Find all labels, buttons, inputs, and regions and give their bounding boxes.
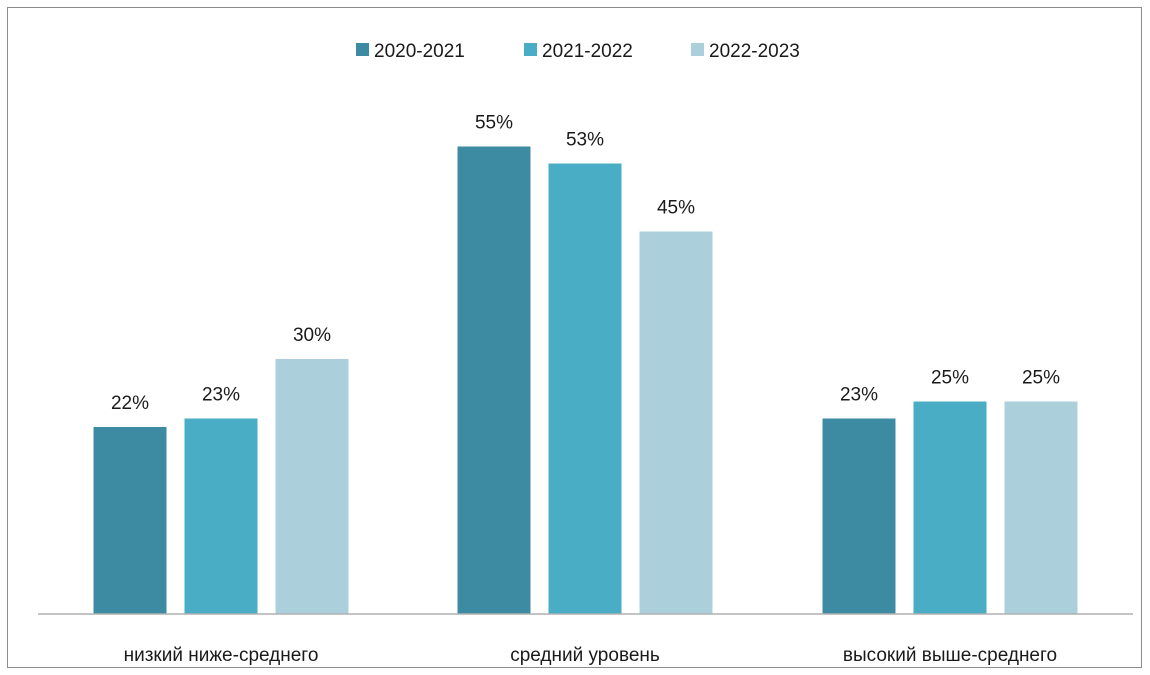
value-label-2-3: 45% bbox=[657, 198, 695, 219]
bar-2-3 bbox=[639, 231, 713, 614]
value-label-2-2: 53% bbox=[566, 130, 604, 151]
category-labels: низкий ниже-среднего средний уровень высок… bbox=[124, 645, 1057, 666]
category-label-1: низкий ниже-среднего bbox=[124, 645, 319, 666]
value-labels: 22% 23% 30% 55% 53% 45% 23% 25% 25% bbox=[111, 113, 1060, 415]
legend-swatch-2 bbox=[524, 43, 537, 56]
legend-swatch-3 bbox=[691, 43, 704, 56]
bar-1-3 bbox=[275, 359, 349, 614]
bar-3-3 bbox=[1004, 401, 1078, 614]
value-label-3-3: 25% bbox=[1022, 368, 1060, 389]
value-label-3-1: 23% bbox=[840, 385, 878, 406]
legend-swatch-1 bbox=[356, 43, 369, 56]
bar-1-1 bbox=[93, 427, 167, 614]
value-label-1-3: 30% bbox=[293, 325, 331, 346]
category-label-3: высокий выше-среднего bbox=[843, 645, 1057, 666]
category-label-2: средний уровень bbox=[510, 645, 660, 666]
bar-3-2 bbox=[913, 401, 987, 614]
legend-label-3: 2022-2023 bbox=[709, 41, 800, 62]
legend: 2020-2021 2021-2022 2022-2023 bbox=[356, 41, 800, 62]
value-label-1-1: 22% bbox=[111, 393, 149, 414]
bar-2-1 bbox=[457, 146, 531, 614]
value-label-3-2: 25% bbox=[931, 368, 969, 389]
legend-label-2: 2021-2022 bbox=[542, 41, 633, 62]
value-label-1-2: 23% bbox=[202, 385, 240, 406]
bar-3-1 bbox=[822, 418, 896, 614]
bar-2-2 bbox=[548, 163, 622, 614]
bar-1-2 bbox=[184, 418, 258, 614]
bars bbox=[93, 146, 1078, 614]
value-label-2-1: 55% bbox=[475, 113, 513, 134]
legend-label-1: 2020-2021 bbox=[374, 41, 465, 62]
